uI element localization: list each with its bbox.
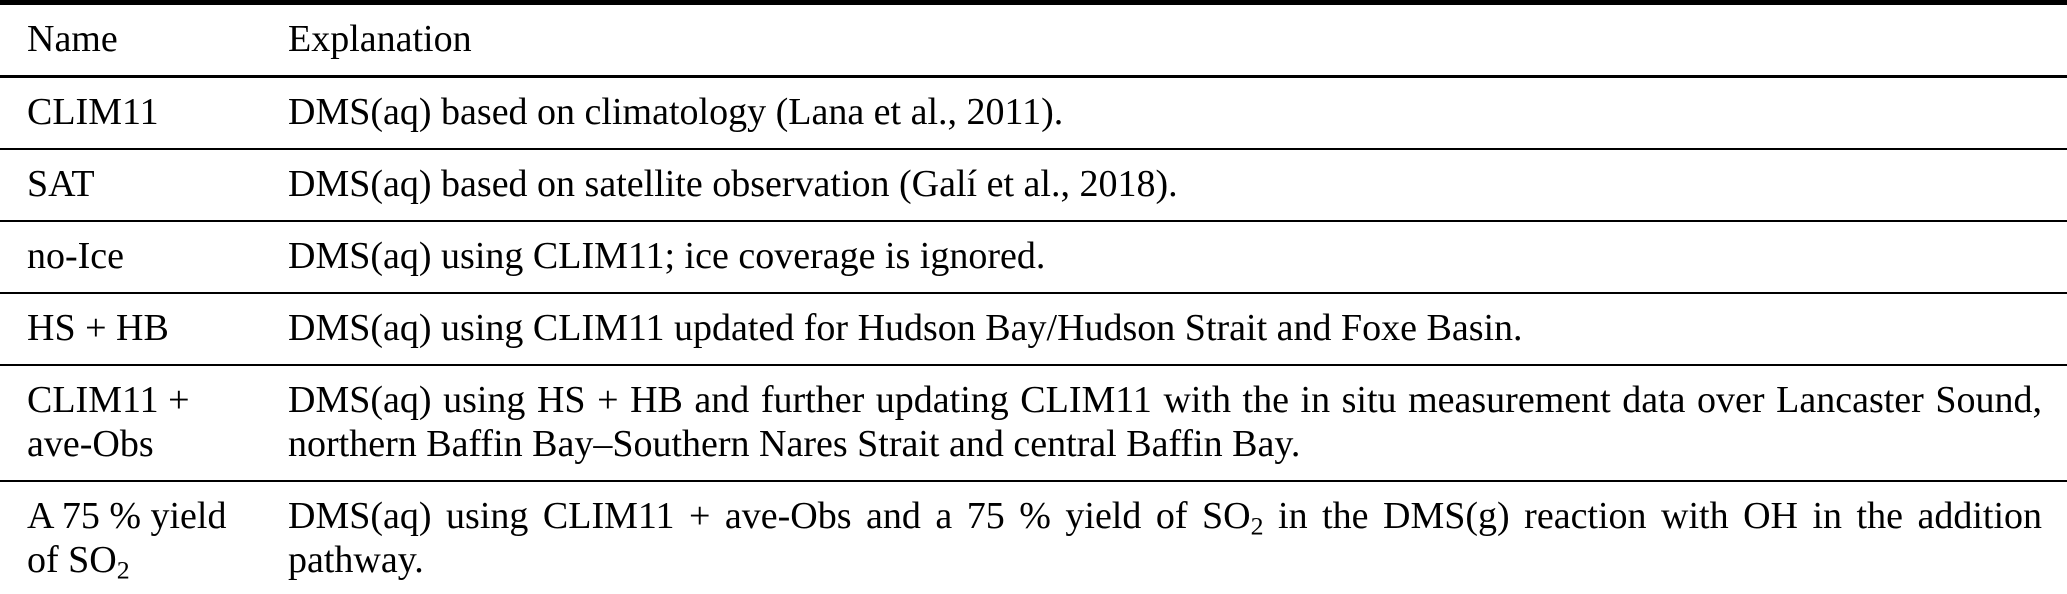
text-segment: no-Ice	[27, 235, 125, 277]
subscript-text: 2	[116, 555, 130, 585]
table-row: no-Ice DMS(aq) using CLIM11; ice coverage…	[0, 221, 2067, 293]
name-cell: A 75 % yield of SO2	[0, 481, 284, 594]
text-segment: DMS(aq) using CLIM11 updated for Hudson …	[288, 307, 1523, 349]
text-segment: A 75 % yield of SO	[27, 495, 227, 581]
explanation-cell: DMS(aq) using CLIM11 updated for Hudson …	[284, 293, 2067, 365]
explanation-cell: DMS(aq) based on climatology (Lana et al…	[284, 77, 2067, 150]
text-segment: in the DMS(g) reaction with OH in the ad…	[288, 495, 2042, 581]
table-body: CLIM11 DMS(aq) based on climatology (Lana…	[0, 77, 2067, 594]
text-segment: DMS(aq) using CLIM11 + ave-Obs and a 75 …	[288, 495, 1251, 537]
name-cell: SAT	[0, 149, 284, 221]
table-row: CLIM11 DMS(aq) based on climatology (Lana…	[0, 77, 2067, 150]
name-cell: HS + HB	[0, 293, 284, 365]
text-segment: DMS(aq) using CLIM11; ice coverage is ig…	[288, 235, 1046, 277]
text-segment: DMS(aq) based on satellite observation (…	[288, 163, 1178, 205]
explanation-cell: DMS(aq) using CLIM11 + ave-Obs and a 75 …	[284, 481, 2067, 594]
table-row: CLIM11 + ave-Obs DMS(aq) using HS + HB an…	[0, 365, 2067, 481]
text-segment: DMS(aq) based on climatology (Lana et al…	[288, 91, 1064, 133]
text-segment: SAT	[27, 163, 95, 205]
table-row: HS + HB DMS(aq) using CLIM11 updated for …	[0, 293, 2067, 365]
explanation-cell: DMS(aq) using CLIM11; ice coverage is ig…	[284, 221, 2067, 293]
text-segment: HS + HB	[27, 307, 169, 349]
subscript-text: 2	[1250, 511, 1264, 541]
column-header-explanation: Explanation	[288, 18, 472, 60]
header-row: Name Explanation	[0, 3, 2067, 77]
name-cell: CLIM11	[0, 77, 284, 150]
explanation-cell: DMS(aq) based on satellite observation (…	[284, 149, 2067, 221]
text-segment: CLIM11 + ave-Obs	[27, 379, 190, 465]
column-header-name: Name	[27, 18, 118, 60]
text-segment: DMS(aq) using HS + HB and further updati…	[288, 379, 2042, 465]
table-row: A 75 % yield of SO2 DMS(aq) using CLIM11 …	[0, 481, 2067, 594]
name-cell: no-Ice	[0, 221, 284, 293]
text-segment: CLIM11	[27, 91, 159, 133]
table-row: SAT DMS(aq) based on satellite observatio…	[0, 149, 2067, 221]
name-cell: CLIM11 + ave-Obs	[0, 365, 284, 481]
explanation-cell: DMS(aq) using HS + HB and further updati…	[284, 365, 2067, 481]
